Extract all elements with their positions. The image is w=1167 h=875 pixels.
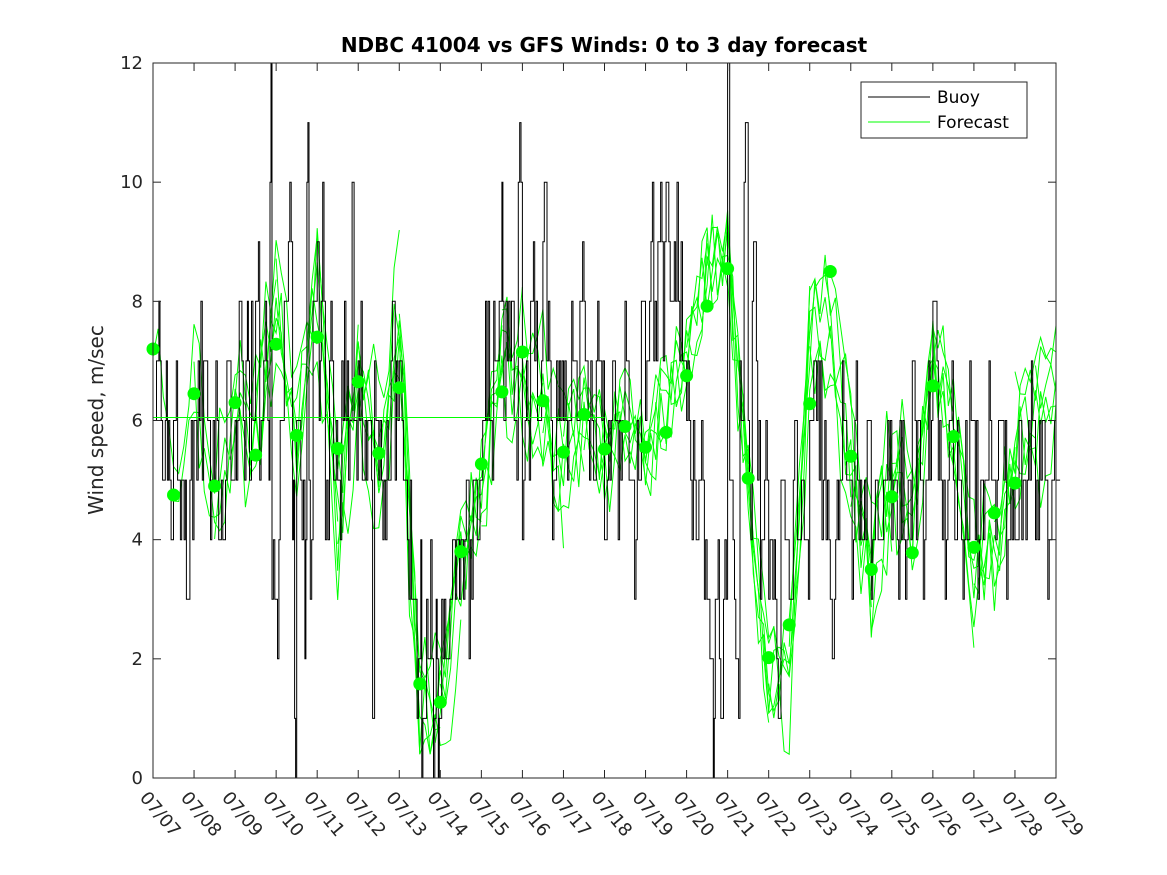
forecast-line [973,335,1057,595]
forecast-line [378,325,503,755]
daily-point [249,448,263,462]
buoy-line [153,62,1061,779]
x-tick-label: 07/12 [340,788,389,841]
daily-point [454,545,468,559]
x-tick-label: 07/13 [381,788,430,841]
legend-buoy-label: Buoy [937,88,980,108]
forecast-line [439,342,564,707]
x-tick-label: 07/16 [505,788,554,841]
daily-point [413,677,427,691]
y-tick-label: 8 [132,291,143,312]
forecast-line [686,214,811,712]
legend-forecast-label: Forecast [937,113,1009,133]
daily-point [803,397,817,411]
daily-point [167,488,180,502]
x-tick-label: 07/14 [422,788,471,841]
forecast-line [1014,346,1057,401]
buoy-series [153,62,1061,779]
y-tick-label: 10 [120,172,143,193]
legend: Buoy Forecast [860,81,1028,139]
y-tick-label: 6 [132,411,143,432]
x-tick-label: 07/11 [299,788,348,841]
daily-point [721,262,735,276]
daily-point [864,563,878,576]
x-tick-label: 07/26 [915,788,964,841]
daily-point [618,420,632,433]
forecast-line [952,403,1057,587]
forecast-line [1035,325,1057,409]
daily-point [741,471,755,485]
daily-point [331,442,345,455]
daily-point [290,428,304,442]
daily-point [228,396,242,410]
forecast-line [357,339,482,743]
daily-point [1008,476,1022,490]
x-tick-label: 07/21 [710,788,759,841]
daily-point [269,337,283,351]
x-tick-label: 07/19 [628,788,677,841]
daily-point [926,379,940,393]
daily-point [987,506,1001,520]
daily-point [392,381,406,395]
daily-point [680,369,694,383]
daily-point [474,457,488,471]
daily-point [310,330,324,344]
x-tick-label: 07/08 [176,788,225,841]
daily-point [495,385,509,399]
daily-point [557,445,570,459]
daily-point [844,449,858,463]
daily-point [762,651,776,665]
forecast-line [809,340,934,638]
y-tick-label: 0 [132,768,143,789]
forecast-line [481,344,605,527]
daily-point [967,540,981,554]
daily-point [351,375,365,389]
y-tick-label: 12 [120,53,143,74]
daily-point [905,546,919,560]
x-tick-label: 07/23 [792,788,841,841]
legend-box [860,81,1028,139]
daily-point [208,479,222,493]
x-tick-label: 07/15 [464,788,513,841]
forecast-line [993,379,1057,523]
forecast-line [747,306,872,679]
daily-point [598,442,611,456]
daily-point [433,695,447,709]
daily-point [187,387,201,401]
chart-title: NDBC 41004 vs GFS Winds: 0 to 3 day fore… [341,33,868,57]
daily-point [823,265,837,278]
daily-point [946,430,960,444]
y-axis-ticks: 0 2 4 6 8 10 12 [120,53,1056,789]
x-tick-label: 07/18 [587,788,636,841]
y-tick-label: 4 [132,530,143,551]
x-tick-label: 07/09 [217,788,266,841]
forecast-line [645,210,770,723]
y-axis-label: Wind speed, m/sec [84,325,108,515]
x-tick-label: 07/27 [956,788,1005,841]
daily-point [372,446,386,460]
daily-point [659,425,673,439]
daily-point [536,394,550,408]
x-tick-label: 07/17 [546,788,595,841]
daily-point [515,345,529,359]
x-tick-label: 07/29 [1038,788,1087,841]
daily-point [639,440,652,454]
x-tick-label: 07/20 [669,788,718,841]
x-tick-label: 07/07 [135,788,184,841]
x-tick-label: 07/24 [833,788,882,841]
y-tick-label: 2 [132,649,143,670]
daily-point [700,299,714,313]
x-tick-label: 07/10 [258,788,307,841]
x-tick-label: 07/25 [874,788,923,841]
daily-point [577,408,591,421]
daily-point [885,490,899,504]
buoy-daily-points [146,262,1022,709]
daily-point [782,618,796,632]
x-tick-label: 07/28 [997,788,1046,841]
x-tick-label: 07/22 [751,788,800,841]
